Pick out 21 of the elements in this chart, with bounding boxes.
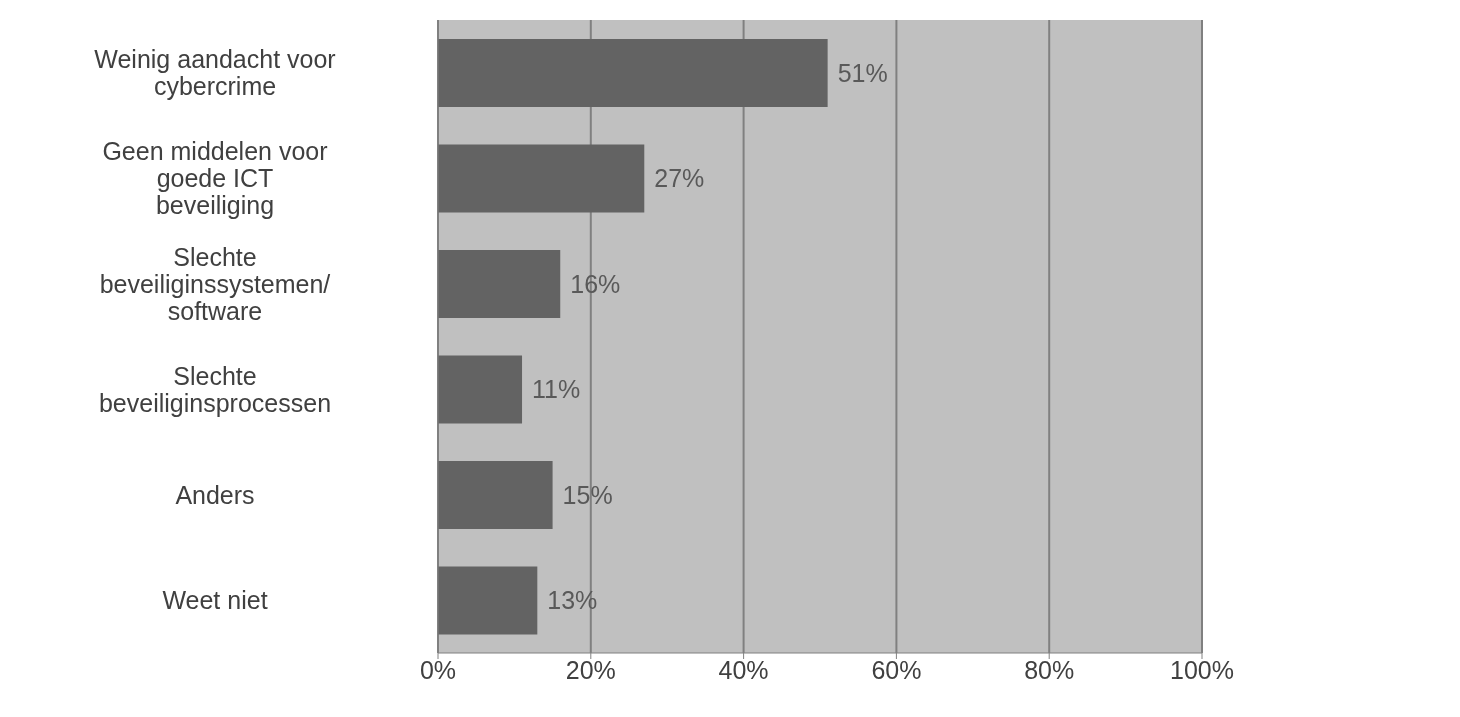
bar: [438, 144, 645, 213]
data-label: 11%: [532, 375, 581, 404]
bar: [438, 566, 538, 635]
x-tick-label: 20%: [565, 655, 616, 684]
x-tick-label: 40%: [718, 655, 769, 684]
bar: [438, 460, 553, 529]
y-tick-label: Weinig aandacht voor cybercrime: [94, 45, 336, 100]
bar: [438, 355, 523, 424]
x-tick-label: 0%: [419, 655, 457, 684]
bar: [438, 38, 828, 107]
y-tick-label: Geen middelen voor goede ICT beveiliging: [102, 137, 328, 219]
x-tick-label: 100%: [1170, 655, 1234, 684]
y-tick-label: Weet niet: [162, 586, 268, 614]
y-tick-label: Anders: [175, 480, 255, 509]
x-tick-label: 60%: [871, 655, 922, 684]
bar: [438, 249, 561, 318]
x-tick-label: 80%: [1024, 655, 1075, 684]
y-tick-label: Slechte beveiliginsprocessen: [98, 361, 332, 417]
data-label: 51%: [837, 58, 888, 87]
data-label: 27%: [654, 164, 705, 193]
y-tick-label: Slechte beveiliginssystemen/ software: [99, 242, 331, 325]
